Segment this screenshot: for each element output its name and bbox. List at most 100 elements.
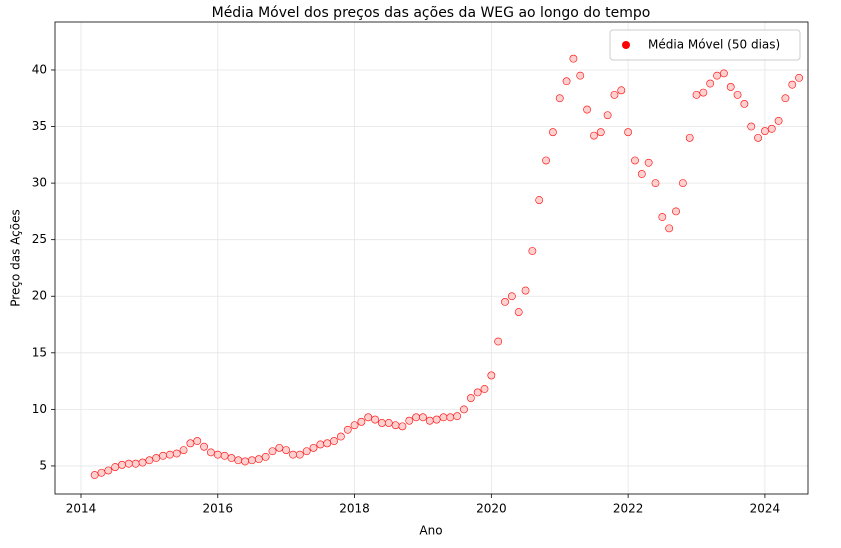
scatter-point	[494, 337, 503, 346]
scatter-point	[398, 422, 407, 431]
axes-frame	[54, 21, 809, 495]
scatter-point	[90, 471, 99, 479]
scatter-point	[658, 213, 667, 221]
scatter-point	[514, 308, 523, 316]
scatter-point	[165, 450, 174, 459]
scatter-point	[439, 413, 448, 422]
x-axis-label: Ano	[419, 524, 442, 538]
scatter-point	[480, 385, 489, 393]
scatter-point	[617, 86, 626, 95]
y-tick-label: 20	[32, 289, 47, 303]
scatter-point	[159, 451, 167, 460]
scatter-point	[562, 77, 571, 86]
scatter-point	[460, 405, 468, 414]
scatter-point	[371, 415, 379, 424]
scatter-point	[446, 413, 455, 422]
scatter-point	[295, 450, 304, 459]
scatter-point	[590, 131, 598, 140]
y-tick-label: 5	[39, 458, 47, 472]
scatter-point	[425, 416, 434, 425]
scatter-point	[220, 451, 229, 460]
scatter-point	[610, 90, 619, 99]
scatter-point	[207, 448, 215, 457]
scatter-point	[391, 421, 400, 430]
scatter-point	[754, 133, 762, 142]
scatter-point	[583, 105, 591, 114]
scatter-point	[569, 54, 578, 63]
scatter-point	[378, 419, 386, 427]
scatter-point	[555, 94, 564, 103]
scatter-point	[336, 432, 345, 441]
scatter-point	[740, 100, 749, 108]
scatter-point	[651, 179, 660, 188]
legend-label: Média Móvel (50 dias)	[648, 38, 780, 52]
scatter-point	[172, 449, 181, 458]
scatter-point	[453, 412, 462, 421]
scatter-point	[781, 94, 790, 103]
y-tick-label: 10	[32, 402, 47, 416]
scatter-point	[719, 69, 728, 78]
scatter-point	[186, 439, 195, 448]
scatter-point	[678, 179, 687, 188]
scatter-point	[405, 416, 414, 425]
chart-title: Média Móvel dos preços das ações da WEG …	[212, 5, 651, 21]
scatter-point	[548, 128, 557, 137]
scatter-point	[631, 156, 639, 165]
scatter-point	[726, 83, 735, 91]
scatter-point	[261, 452, 270, 461]
x-tick-label: 2024	[750, 502, 781, 516]
scatter-point	[644, 158, 653, 167]
scatter-point	[254, 455, 263, 464]
scatter-point	[104, 466, 113, 475]
scatter-point	[179, 446, 188, 455]
x-tick-label: 2016	[203, 502, 234, 516]
scatter-point	[774, 116, 783, 125]
scatter-point	[501, 297, 509, 306]
scatter-point	[624, 128, 633, 137]
scatter-point	[152, 454, 161, 462]
scatter-point	[507, 292, 516, 301]
scatter-point	[241, 457, 250, 466]
scatter-point	[289, 450, 297, 459]
grid	[55, 22, 808, 494]
scatter-point	[234, 456, 243, 465]
scatter-point	[302, 447, 311, 456]
y-tick-label: 30	[32, 176, 47, 190]
scatter-point	[268, 447, 277, 456]
y-axis-label: Preço das Ações	[9, 209, 23, 306]
y-tick-label: 25	[32, 232, 47, 246]
x-tick-label: 2020	[476, 502, 507, 516]
scatter-point	[713, 71, 721, 80]
scatter-point	[521, 286, 530, 295]
scatter-point	[97, 468, 106, 477]
scatter-point	[706, 79, 715, 88]
scatter-point	[316, 440, 325, 449]
scatter-point	[323, 439, 332, 448]
scatter-point	[275, 443, 284, 452]
scatter-point	[699, 88, 708, 97]
scatter-point	[795, 73, 804, 82]
scatter-point	[111, 463, 120, 471]
scatter-point	[350, 421, 359, 430]
scatter-point	[487, 371, 496, 380]
scatter-point	[767, 124, 776, 133]
scatter-point	[138, 458, 147, 467]
scatter-point	[788, 80, 797, 89]
x-tick-label: 2014	[66, 502, 97, 516]
scatter-point	[528, 247, 537, 255]
x-tick-label: 2018	[339, 502, 370, 516]
scatter-point	[535, 196, 544, 204]
scatter-point	[432, 415, 441, 424]
scatter-point	[665, 224, 674, 233]
scatter-point	[733, 90, 742, 99]
scatter-point	[747, 122, 756, 131]
scatter-point	[637, 170, 646, 178]
scatter-point	[282, 446, 291, 455]
legend-marker	[622, 41, 630, 49]
scatter-point	[343, 425, 352, 434]
scatter-point	[193, 437, 202, 445]
x-tick-label: 2022	[613, 502, 644, 516]
scatter-point	[596, 128, 605, 137]
scatter-point	[145, 456, 154, 465]
